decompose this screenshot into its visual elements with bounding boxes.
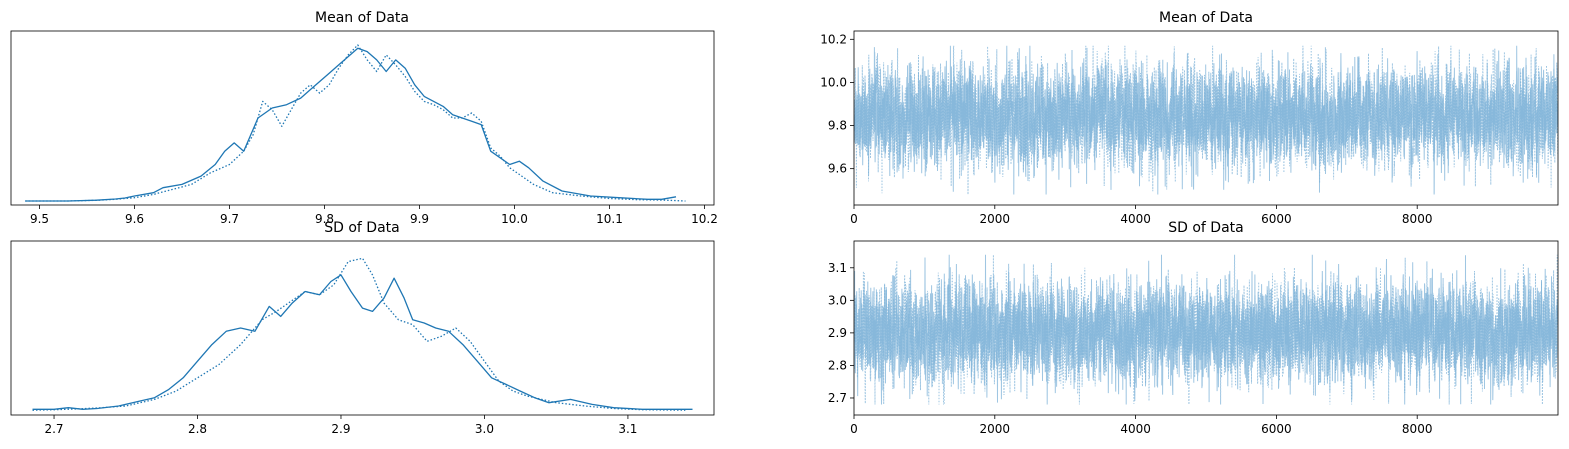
- kde-line-chain-b: [32, 257, 686, 411]
- mean-kde-plot-area: [25, 44, 686, 202]
- sd-trace-axes-frame: [853, 240, 1559, 416]
- mean-kde-panel: Mean of Data 9.5 9.6 9.7 9.8 9.9 10.0 10.1 10.2: [10, 10, 718, 226]
- sd-kde-plot-area: [32, 257, 693, 411]
- x-tick-label: 9.9: [410, 212, 429, 226]
- x-tick-label: 3.0: [475, 422, 494, 436]
- x-tick-label: 2.8: [188, 422, 207, 436]
- x-tick-label: 2.7: [44, 422, 63, 436]
- x-tick-label: 4000: [1120, 422, 1151, 436]
- x-tick-label: 8000: [1402, 212, 1433, 226]
- kde-line-chain-a: [25, 47, 677, 202]
- x-tick-label: 10.0: [501, 212, 528, 226]
- x-tick-label: 3.1: [618, 422, 637, 436]
- x-tick-label: 6000: [1261, 212, 1292, 226]
- x-tick-label: 2.9: [331, 422, 350, 436]
- x-tick-label: 6000: [1261, 422, 1292, 436]
- x-tick-label: 8000: [1402, 422, 1433, 436]
- sd-trace-y-axis: 2.7 2.8 2.9 3.0 3.1: [828, 261, 854, 405]
- mean-trace-panel: Mean of Data 0 2000 4000 6000 8000 9.6 9.8 10.…: [820, 10, 1559, 226]
- mean-trace-title: Mean of Data: [1159, 10, 1253, 26]
- sd-kde-title: SD of Data: [324, 220, 400, 236]
- x-tick-label: 0: [850, 212, 858, 226]
- y-tick-label: 2.7: [828, 391, 847, 405]
- kde-line-chain-a: [32, 274, 693, 410]
- y-tick-label: 3.0: [828, 293, 847, 307]
- y-tick-label: 9.8: [828, 119, 847, 133]
- mean-trace-y-axis: 9.6 9.8 10.0 10.2: [820, 32, 854, 176]
- mean-kde-axes-frame: [10, 30, 715, 206]
- y-tick-label: 2.8: [828, 358, 847, 372]
- mean-kde-title: Mean of Data: [315, 10, 409, 26]
- mean-trace-plot-area: [854, 45, 1558, 195]
- x-tick-label: 0: [850, 422, 858, 436]
- mean-trace-axes-frame: [853, 30, 1559, 206]
- y-tick-label: 9.6: [828, 162, 847, 176]
- kde-line-chain-b: [25, 44, 686, 202]
- y-tick-label: 2.9: [828, 326, 847, 340]
- sd-kde-x-axis: 2.7 2.8 2.9 3.0 3.1: [44, 415, 637, 436]
- x-tick-label: 4000: [1120, 212, 1151, 226]
- mean-trace-x-axis: 0 2000 4000 6000 8000: [850, 205, 1432, 226]
- x-tick-label: 9.5: [30, 212, 49, 226]
- x-tick-label: 9.8: [315, 212, 334, 226]
- trace-line-chain-b: [854, 45, 1558, 195]
- sd-kde-panel: 2.7 2.8 2.9 3.0 3.1 SD of Data: [10, 220, 715, 436]
- x-tick-label: 10.2: [691, 212, 718, 226]
- x-tick-label: 2000: [980, 212, 1011, 226]
- sd-trace-title: SD of Data: [1168, 220, 1244, 236]
- sd-kde-axes-frame: [10, 240, 715, 416]
- y-tick-label: 10.2: [820, 32, 847, 46]
- sd-trace-panel: 0 2000 4000 6000 8000 2.7 2.8 2.9 3.0 3.1 SD of …: [828, 220, 1559, 436]
- sd-trace-x-axis: 0 2000 4000 6000 8000: [850, 415, 1432, 436]
- x-tick-label: 10.1: [596, 212, 623, 226]
- y-tick-label: 3.1: [828, 261, 847, 275]
- mean-kde-x-axis: 9.5 9.6 9.7 9.8 9.9 10.0 10.1 10.2: [30, 205, 718, 226]
- y-tick-label: 10.0: [820, 75, 847, 89]
- x-tick-label: 2000: [980, 422, 1011, 436]
- x-tick-label: 9.7: [220, 212, 239, 226]
- trace-line-chain-b: [854, 254, 1558, 405]
- x-tick-label: 9.6: [125, 212, 144, 226]
- sd-trace-plot-area: [854, 254, 1558, 405]
